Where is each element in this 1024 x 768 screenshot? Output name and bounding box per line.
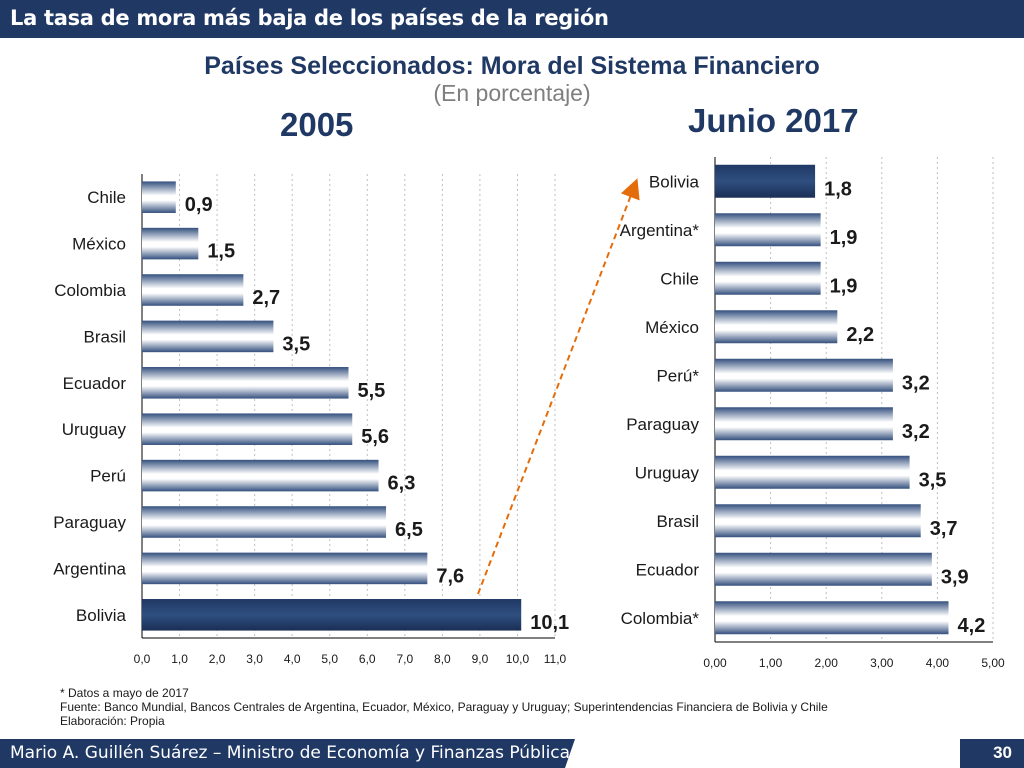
x-tick-label: 3,0 (246, 652, 263, 666)
category-label: Paraguay (626, 415, 699, 434)
bar-charts: 0,0 1,0 2,0 3,0 4,0 5,0 6,0 7,0 8,0 9,0 10,0 11,0 Ch… (53, 157, 1005, 670)
bar-uruguay (715, 455, 910, 489)
x-tick-label: 0,00 (703, 656, 727, 670)
x-tick-label: 4,00 (926, 656, 950, 670)
bar-chile (142, 181, 176, 213)
bar-argentina (142, 552, 428, 585)
category-label: Uruguay (62, 420, 127, 439)
category-label: Uruguay (635, 463, 700, 482)
value-label: 5,6 (361, 426, 389, 448)
x-tick-label: 9,0 (472, 652, 489, 666)
x-tick-label: 7,0 (396, 652, 413, 666)
x-tick-label: 1,0 (171, 652, 188, 666)
bar-perú (715, 358, 893, 392)
value-label: 2,2 (846, 324, 874, 346)
category-label: Chile (660, 269, 699, 288)
bar-colombia (715, 601, 949, 635)
value-label: 7,6 (436, 565, 464, 587)
bar-colombia (142, 274, 244, 306)
value-label: 0,9 (185, 194, 213, 216)
note-source: Fuente: Banco Mundial, Bancos Centrales … (60, 700, 828, 714)
comparison-arrow (477, 178, 640, 595)
x-tick-label: 4,0 (284, 652, 301, 666)
value-label: 3,7 (930, 518, 958, 540)
bar-bolivia (715, 164, 816, 198)
note-date: * Datos a mayo de 2017 (60, 686, 189, 700)
category-label: Colombia* (621, 609, 700, 628)
category-label: Perú (90, 467, 126, 486)
category-label: Ecuador (63, 374, 127, 393)
chart-title-2017: Junio 2017 (688, 102, 859, 139)
category-label: Perú* (656, 366, 699, 385)
bar-méxico (715, 310, 838, 344)
value-label: 6,3 (388, 473, 416, 495)
bar-brasil (715, 504, 921, 538)
x-tick-label: 2,0 (209, 652, 226, 666)
category-label: Paraguay (53, 513, 126, 532)
value-label: 3,5 (919, 469, 947, 491)
x-tick-label: 2,00 (815, 656, 839, 670)
value-label: 6,5 (395, 519, 423, 541)
value-label: 1,9 (830, 227, 858, 249)
bar-ecuador (715, 552, 932, 586)
x-tick-label: 8,0 (434, 652, 451, 666)
bar-bolivia (142, 599, 522, 631)
bar-chile (715, 261, 821, 295)
chart-title-2005: 2005 (280, 106, 354, 143)
category-label: Colombia (54, 281, 126, 300)
value-label: 3,2 (902, 421, 930, 443)
category-label: Bolivia (649, 172, 700, 191)
chart-2017: 0,00 1,00 2,00 3,00 4,00 5,00 Bolivia 1,8 Argent… (620, 157, 1005, 670)
page-number: 30 (993, 743, 1012, 762)
chart-subtitle: (En porcentaje) (433, 80, 591, 106)
value-label: 2,7 (252, 287, 280, 309)
x-tick-label: 0,0 (134, 652, 151, 666)
x-tick-label: 6,0 (359, 652, 376, 666)
value-label: 1,8 (824, 178, 852, 200)
value-label: 3,5 (282, 333, 310, 355)
bar-brasil (142, 320, 274, 353)
chart-2005: 0,0 1,0 2,0 3,0 4,0 5,0 6,0 7,0 8,0 9,0 10,0 11,0 Ch… (53, 174, 569, 666)
bar-paraguay (142, 506, 387, 538)
value-label: 1,9 (830, 275, 858, 297)
category-label: Brasil (83, 327, 126, 346)
note-elaboration: Elaboración: Propia (60, 714, 165, 728)
footer-page-box (960, 739, 1024, 768)
value-label: 1,5 (207, 241, 235, 263)
banner-title: La tasa de mora más baja de los países d… (10, 6, 609, 30)
bar-perú (142, 459, 379, 492)
bar-méxico (142, 227, 199, 260)
x-tick-label: 1,00 (759, 656, 783, 670)
chart-main-title: Países Seleccionados: Mora del Sistema F… (204, 52, 820, 80)
category-label: Argentina (53, 559, 126, 578)
value-label: 3,9 (941, 566, 969, 588)
value-label: 10,1 (530, 612, 569, 634)
footer-author: Mario A. Guillén Suárez – Ministro de Ec… (10, 743, 579, 763)
x-tick-label: 3,00 (870, 656, 894, 670)
category-label: Ecuador (636, 560, 700, 579)
value-label: 3,2 (902, 372, 930, 394)
category-label: México (645, 318, 699, 337)
bar-ecuador (142, 367, 349, 399)
value-label: 4,2 (958, 615, 986, 637)
value-label: 5,5 (358, 380, 386, 402)
category-label: Brasil (656, 512, 699, 531)
category-label: Argentina* (620, 221, 700, 240)
bar-uruguay (142, 413, 353, 445)
chart-notes: * Datos a mayo de 2017 Fuente: Banco Mun… (60, 686, 828, 728)
category-label: México (72, 235, 126, 254)
x-tick-label: 11,0 (544, 652, 567, 666)
bar-argentina (715, 213, 821, 247)
footer-white-band (565, 739, 965, 768)
header-banner (0, 0, 1024, 38)
x-tick-label: 10,0 (506, 652, 530, 666)
bar-paraguay (715, 407, 893, 441)
category-label: Chile (87, 188, 126, 207)
x-tick-label: 5,0 (321, 652, 338, 666)
x-tick-label: 5,00 (981, 656, 1005, 670)
category-label: Bolivia (76, 606, 127, 625)
